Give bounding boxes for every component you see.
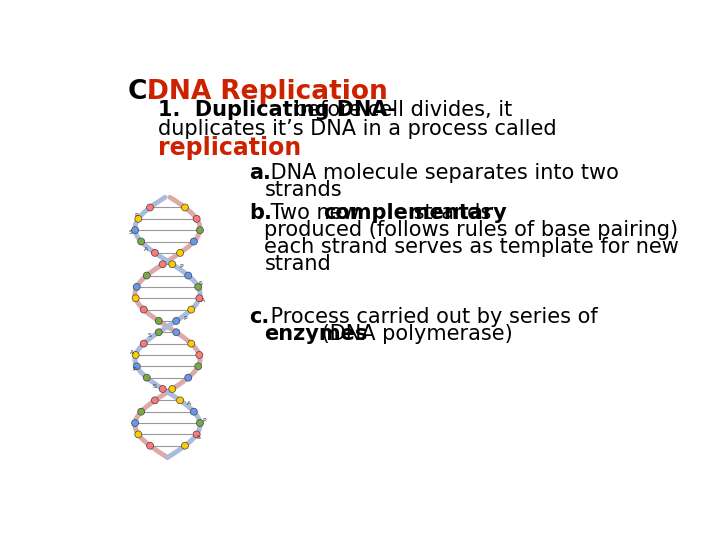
Text: 1.  Duplicating DNA-: 1. Duplicating DNA- bbox=[158, 100, 396, 120]
Text: A: A bbox=[143, 247, 148, 252]
Text: Two new: Two new bbox=[264, 204, 366, 224]
Text: DNA Replication: DNA Replication bbox=[148, 79, 388, 105]
Circle shape bbox=[143, 374, 150, 381]
Circle shape bbox=[173, 318, 180, 325]
Circle shape bbox=[181, 442, 189, 449]
Text: A: A bbox=[130, 350, 134, 355]
Text: enzymes: enzymes bbox=[264, 325, 368, 345]
Text: c.: c. bbox=[249, 307, 269, 327]
Circle shape bbox=[168, 261, 176, 268]
Circle shape bbox=[173, 329, 180, 336]
Text: before cell divides, it: before cell divides, it bbox=[294, 100, 512, 120]
Text: strands: strands bbox=[407, 204, 491, 224]
Circle shape bbox=[188, 340, 194, 347]
Text: C.: C. bbox=[127, 79, 157, 105]
Circle shape bbox=[185, 272, 192, 279]
Circle shape bbox=[143, 272, 150, 279]
Circle shape bbox=[196, 295, 203, 302]
Circle shape bbox=[133, 363, 140, 370]
Circle shape bbox=[159, 386, 166, 393]
Text: A: A bbox=[201, 299, 205, 303]
Circle shape bbox=[176, 249, 184, 256]
Circle shape bbox=[135, 431, 142, 438]
Text: P: P bbox=[179, 264, 182, 269]
Circle shape bbox=[181, 204, 189, 211]
Circle shape bbox=[176, 397, 184, 404]
Circle shape bbox=[190, 408, 197, 415]
Text: P: P bbox=[184, 315, 187, 321]
Circle shape bbox=[197, 227, 204, 234]
Circle shape bbox=[138, 238, 145, 245]
Circle shape bbox=[132, 227, 138, 234]
Text: DNA molecule separates into two: DNA molecule separates into two bbox=[264, 164, 619, 184]
Circle shape bbox=[147, 442, 153, 449]
Circle shape bbox=[140, 340, 148, 347]
Circle shape bbox=[132, 295, 139, 302]
Text: S: S bbox=[148, 333, 152, 338]
Circle shape bbox=[197, 420, 204, 427]
Circle shape bbox=[132, 352, 139, 359]
Text: A: A bbox=[187, 401, 192, 406]
Text: complementary: complementary bbox=[323, 204, 507, 224]
Circle shape bbox=[193, 431, 200, 438]
Circle shape bbox=[151, 249, 158, 256]
Circle shape bbox=[190, 238, 197, 245]
Circle shape bbox=[159, 261, 166, 268]
Text: strand: strand bbox=[264, 254, 331, 274]
Text: Process carried out by series of: Process carried out by series of bbox=[264, 307, 598, 327]
Text: duplicates it’s DNA in a process called: duplicates it’s DNA in a process called bbox=[158, 119, 557, 139]
Circle shape bbox=[133, 284, 140, 291]
Circle shape bbox=[151, 397, 158, 404]
Circle shape bbox=[185, 374, 192, 381]
Text: P: P bbox=[202, 418, 206, 423]
Text: P: P bbox=[132, 367, 136, 372]
Text: replication: replication bbox=[158, 137, 302, 160]
Text: S: S bbox=[153, 384, 156, 389]
Circle shape bbox=[138, 408, 145, 415]
Circle shape bbox=[188, 306, 194, 313]
Text: S: S bbox=[129, 230, 133, 235]
Circle shape bbox=[196, 352, 203, 359]
Text: (DNA polymerase): (DNA polymerase) bbox=[315, 325, 513, 345]
Circle shape bbox=[156, 329, 162, 336]
Circle shape bbox=[193, 215, 200, 222]
Circle shape bbox=[140, 306, 148, 313]
Text: a.: a. bbox=[249, 164, 271, 184]
Circle shape bbox=[147, 204, 153, 211]
Text: produced (follows rules of base pairing): produced (follows rules of base pairing) bbox=[264, 220, 678, 240]
Text: S: S bbox=[197, 435, 200, 440]
Text: b.: b. bbox=[249, 204, 271, 224]
Circle shape bbox=[194, 284, 202, 291]
Circle shape bbox=[168, 386, 176, 393]
Circle shape bbox=[156, 318, 162, 325]
Text: strands: strands bbox=[264, 180, 342, 200]
Circle shape bbox=[135, 215, 142, 222]
Circle shape bbox=[194, 363, 202, 370]
Circle shape bbox=[132, 420, 138, 427]
Text: S: S bbox=[199, 281, 203, 286]
Text: P: P bbox=[135, 213, 138, 218]
Text: each strand serves as template for new: each strand serves as template for new bbox=[264, 237, 679, 257]
